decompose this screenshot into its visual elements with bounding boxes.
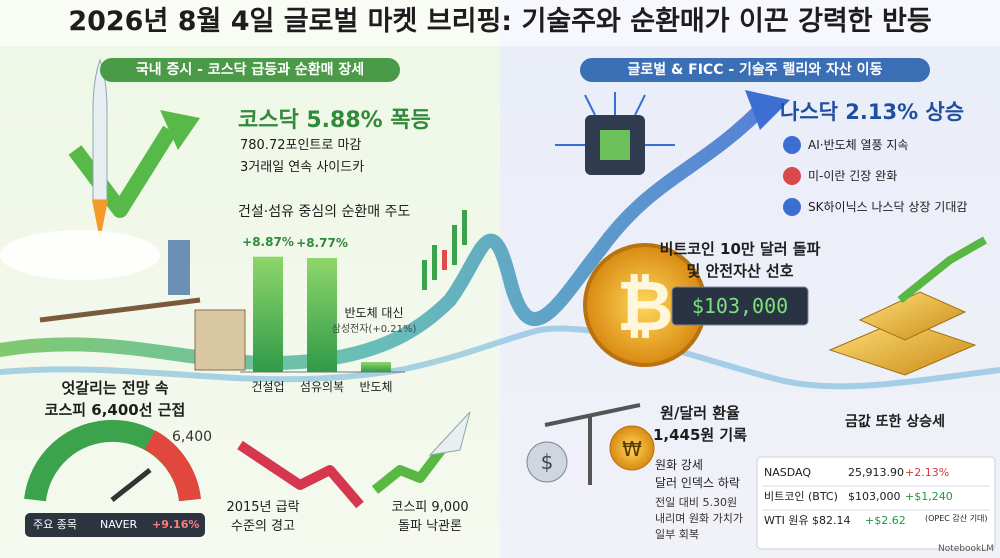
bar xyxy=(253,256,283,372)
nasdaq-headline: 나스닥 2.13% 상승 xyxy=(780,100,965,124)
fx-detail: 일부 회복 xyxy=(655,528,699,541)
scale-beam xyxy=(544,403,641,427)
title: 2026년 8월 4일 글로벌 마켓 브리핑: 기술주와 순환매가 이끈 강력한… xyxy=(68,6,932,37)
bar xyxy=(307,257,337,372)
green-arrow xyxy=(68,125,177,218)
dollar-symbol: $ xyxy=(541,450,554,474)
bitcoin-symbol: ₿ xyxy=(616,265,673,347)
chip-wires xyxy=(555,92,675,146)
kosdaq-headline: 코스닥 5.88% 폭등 xyxy=(238,108,431,133)
badge-label: 주요 종목 xyxy=(33,518,77,531)
red-arrow xyxy=(237,440,364,509)
bitcoin-line: 및 안전자산 선호 xyxy=(686,262,794,280)
badge-change: +9.16% xyxy=(152,518,200,531)
green-arrow-head xyxy=(160,110,200,150)
fx-detail: 전일 대비 5.30원 xyxy=(655,496,738,509)
gauge-needle xyxy=(110,468,152,502)
cloud xyxy=(0,230,160,280)
gold-bar xyxy=(828,319,977,376)
table-cell: 비트코인 (BTC) xyxy=(764,490,838,503)
warning-line: 수준의 경고 xyxy=(231,519,295,534)
bullet-icons xyxy=(783,136,801,216)
bar-category: 섬유의복 xyxy=(299,380,345,394)
bar-stub xyxy=(361,362,391,372)
bar-category: 건설업 xyxy=(251,380,285,394)
flow-line xyxy=(0,325,1000,390)
loom xyxy=(194,309,246,371)
table-cell: +$2.62 xyxy=(865,514,906,527)
bitcoin-line: 비트코인 10만 달러 돌파 xyxy=(659,240,821,258)
fx-note: 원화 강세 xyxy=(655,458,703,472)
candles xyxy=(422,210,467,290)
table-cell: 25,913.90 xyxy=(848,466,904,479)
table-cell: WTI 원유 xyxy=(764,514,809,527)
nasdaq-bullet: AI·반도체 열풍 지속 xyxy=(808,138,909,152)
bar-note: 반도체 대신 xyxy=(344,306,404,320)
arrow-head xyxy=(745,90,790,130)
fx-line: 원/달러 환율 xyxy=(660,404,740,422)
kosdaq-line: 780.72포인트로 마감 xyxy=(240,138,362,153)
kospi-line: 코스피 6,400선 근접 xyxy=(44,401,186,419)
gold-text: 금값 또한 상승세 xyxy=(845,414,945,430)
table-cell: $82.14 xyxy=(812,514,851,527)
nasdaq-bullet: SK하이닉스 나스닥 상장 기대감 xyxy=(808,200,968,214)
building xyxy=(168,240,190,295)
table-cell: +$1,240 xyxy=(905,490,953,503)
badge-stock: NAVER xyxy=(100,518,138,531)
bitcoin-price: $103,000 xyxy=(691,294,789,318)
dollar-coin xyxy=(526,441,568,483)
title-band xyxy=(0,0,1000,46)
rocket xyxy=(92,58,108,201)
brand: NotebookLM xyxy=(937,544,994,554)
nasdaq-bullet: 미-이란 긴장 완화 xyxy=(808,169,898,183)
rocket-flame xyxy=(92,200,108,240)
rocket-small xyxy=(428,411,471,456)
green-arrow-small xyxy=(371,441,449,494)
won-coin xyxy=(609,425,655,471)
fx-line: 1,445원 기록 xyxy=(652,426,748,444)
bar-value-label: +8.87% xyxy=(242,234,294,249)
gauge-label: 6,400 xyxy=(172,429,213,445)
bar-note: 삼성전자(+0.21%) xyxy=(331,324,417,335)
left-heading: 국내 증시 - 코스닥 급등과 순환매 장세 xyxy=(100,58,400,82)
bar-category: 반도체 xyxy=(359,380,393,394)
table-cell: $103,000 xyxy=(848,490,901,503)
table-cell: NASDAQ xyxy=(764,466,812,479)
table-cell: (OPEC 감산 기대) xyxy=(925,514,988,523)
optimism-line: 코스피 9,000 xyxy=(391,500,469,515)
bar-chart xyxy=(240,256,405,373)
gold-bar xyxy=(858,291,967,341)
right-heading: 글로벌 & FICC - 기술주 랠리와 자산 이동 xyxy=(580,58,930,82)
won-symbol: ₩ xyxy=(622,437,642,461)
table-cell: +2.13% xyxy=(905,466,950,479)
fx-detail: 내리며 원화 가치가 xyxy=(655,512,743,525)
chip-core xyxy=(600,130,630,160)
kospi-line: 엇갈리는 전망 속 xyxy=(61,379,169,397)
seesaw xyxy=(39,297,201,323)
kosdaq-line: 3거래일 연속 사이드카 xyxy=(240,160,365,175)
bar-value-label: +8.77% xyxy=(296,235,348,250)
gold-arrow xyxy=(897,236,987,304)
price-box xyxy=(671,286,809,326)
table-box xyxy=(756,456,996,550)
fx-note: 달러 인덱스 하락 xyxy=(655,476,740,490)
rotation-title: 건설·섬유 중심의 순환매 주도 xyxy=(238,204,411,220)
optimism-line: 돌파 낙관론 xyxy=(398,519,462,534)
gauge-arc-hot xyxy=(144,430,201,502)
warning-line: 2015년 급락 xyxy=(226,500,300,515)
badge-box xyxy=(25,513,205,537)
